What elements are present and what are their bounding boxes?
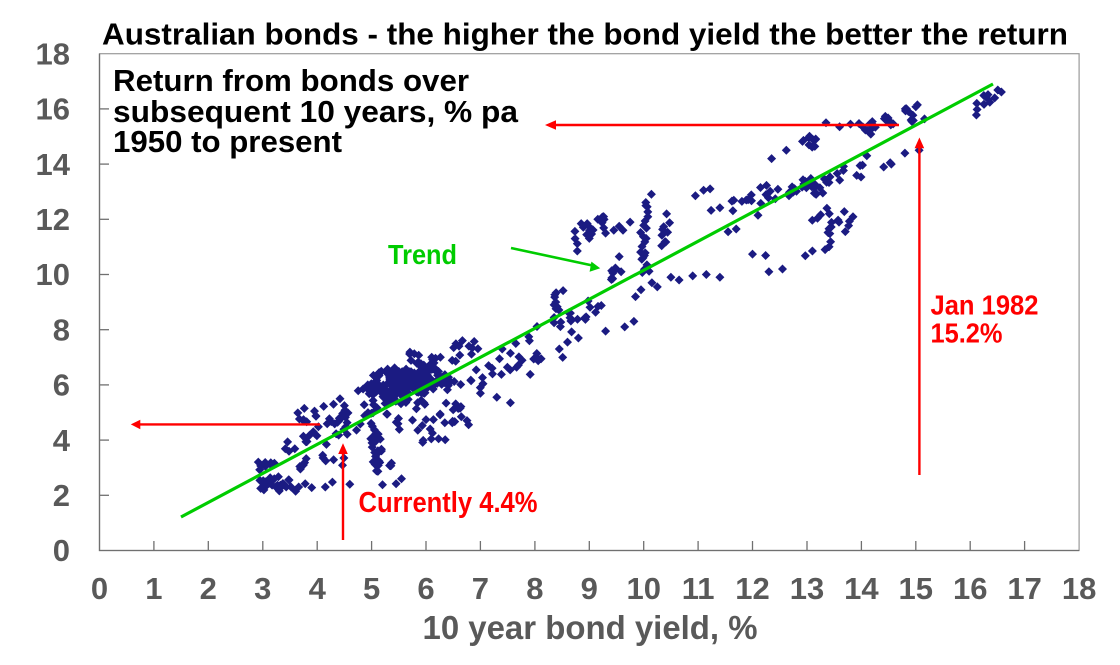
svg-text:13: 13: [790, 571, 824, 606]
svg-text:subsequent 10 years, % pa: subsequent 10 years, % pa: [113, 94, 519, 129]
svg-text:14: 14: [844, 571, 879, 606]
svg-text:2: 2: [200, 571, 217, 606]
svg-text:18: 18: [1062, 571, 1096, 606]
svg-text:12: 12: [36, 202, 70, 237]
svg-text:1: 1: [145, 571, 162, 606]
svg-text:18: 18: [36, 36, 70, 71]
svg-text:8: 8: [53, 312, 70, 347]
svg-text:3: 3: [254, 571, 271, 606]
svg-text:12: 12: [735, 571, 769, 606]
svg-text:1950 to present: 1950 to present: [113, 124, 342, 159]
svg-text:0: 0: [91, 571, 108, 606]
svg-text:Australian bonds - the higher: Australian bonds - the higher the bond y…: [102, 17, 1068, 52]
svg-text:11: 11: [682, 571, 715, 606]
svg-text:Jan 1982: Jan 1982: [931, 290, 1039, 321]
svg-text:16: 16: [36, 92, 70, 127]
svg-text:9: 9: [581, 571, 598, 606]
svg-text:10 year bond yield, %: 10 year bond yield, %: [423, 609, 758, 646]
svg-text:10: 10: [626, 571, 660, 606]
svg-text:4: 4: [53, 423, 71, 458]
svg-text:17: 17: [1007, 571, 1041, 606]
svg-text:Currently 4.4%: Currently 4.4%: [359, 487, 538, 519]
svg-text:Return from bonds over: Return from bonds over: [113, 63, 469, 98]
svg-text:2: 2: [53, 478, 70, 513]
svg-text:10: 10: [36, 257, 70, 292]
svg-text:14: 14: [36, 147, 71, 182]
svg-text:0: 0: [53, 533, 70, 568]
svg-text:8: 8: [526, 571, 543, 606]
svg-text:4: 4: [309, 571, 327, 606]
svg-text:7: 7: [472, 571, 489, 606]
svg-text:6: 6: [417, 571, 434, 606]
svg-text:6: 6: [53, 368, 70, 403]
svg-text:15.2%: 15.2%: [931, 318, 1003, 349]
svg-text:15: 15: [899, 571, 933, 606]
svg-text:5: 5: [363, 571, 380, 606]
svg-text:16: 16: [953, 571, 987, 606]
svg-text:Trend: Trend: [388, 239, 457, 270]
